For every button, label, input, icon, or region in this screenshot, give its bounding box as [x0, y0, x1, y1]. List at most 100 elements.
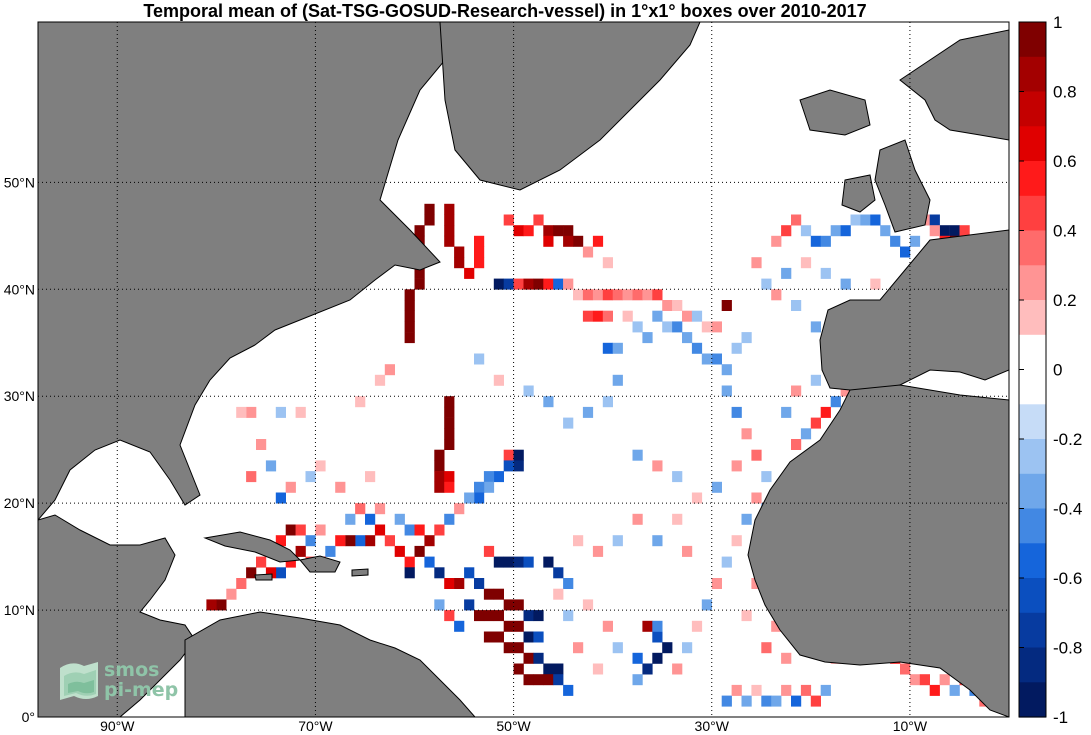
data-cell [265, 567, 277, 579]
data-cell [553, 278, 564, 290]
data-cell [493, 556, 504, 568]
data-cell [315, 460, 326, 472]
data-cell [781, 652, 792, 664]
data-cell [662, 321, 673, 333]
data-cell [226, 588, 237, 600]
land-jamaica [254, 573, 273, 581]
data-cell [434, 460, 445, 472]
data-cell [949, 225, 960, 237]
data-cell [444, 471, 455, 483]
colorbar-swatch [1019, 300, 1046, 336]
data-cell [721, 556, 732, 568]
colorbar-tick-label: -0.4 [1053, 500, 1082, 519]
data-cell [394, 513, 405, 525]
data-cell [919, 674, 930, 686]
data-cell [315, 524, 326, 536]
data-cell [444, 439, 455, 450]
data-cell [493, 588, 504, 600]
data-cell [781, 225, 792, 237]
data-cell [682, 545, 693, 557]
data-cell [771, 235, 782, 247]
data-cell [761, 278, 772, 290]
colorbar-swatch [1019, 56, 1046, 93]
data-cell [474, 610, 485, 622]
data-cell [454, 503, 465, 515]
data-cell [474, 235, 485, 247]
data-cell [454, 257, 465, 269]
data-cell [374, 374, 386, 386]
data-cell [265, 460, 277, 472]
data-cell [523, 225, 534, 237]
colorbar-swatch [1019, 91, 1046, 127]
data-cell [810, 417, 821, 429]
data-cell [355, 503, 366, 515]
data-cell [890, 235, 901, 247]
colorbar-tick-label: -0.8 [1053, 639, 1082, 658]
data-cell [582, 406, 594, 418]
data-cell [672, 663, 683, 675]
data-cell [840, 225, 851, 237]
colorbar-tick-label: -1 [1053, 708, 1068, 727]
data-cell [592, 289, 604, 301]
data-cell [602, 620, 613, 632]
data-cell [295, 545, 306, 557]
data-cell [751, 257, 762, 269]
data-cell [900, 663, 911, 675]
data-cell [285, 556, 296, 568]
data-cell [503, 599, 514, 611]
data-cell [414, 225, 425, 237]
data-cell [900, 246, 911, 258]
data-cell [444, 417, 455, 429]
data-cell [602, 310, 613, 322]
data-cell [682, 642, 693, 654]
data-cell [236, 578, 247, 589]
data-cell [582, 310, 594, 322]
data-cell [483, 631, 495, 643]
data-cell [553, 588, 564, 600]
data-cell [374, 524, 386, 536]
data-cell [345, 513, 356, 525]
data-cell [543, 225, 554, 237]
data-cell [335, 535, 346, 547]
colorbar-tick-label: 0.4 [1053, 222, 1077, 241]
data-cell [691, 620, 703, 632]
data-cell [830, 396, 841, 408]
data-cell [444, 513, 455, 525]
data-cell [781, 406, 792, 418]
land-iceland [799, 89, 871, 136]
data-cell [523, 674, 534, 686]
data-cell [622, 310, 633, 322]
data-cell [820, 406, 831, 418]
colorbar-swatch [1019, 230, 1046, 266]
data-cell [959, 225, 970, 237]
logo-text-pi-mep: pi-mep [104, 679, 179, 701]
data-cell [909, 235, 921, 247]
data-cell [642, 620, 653, 632]
data-cell [721, 695, 732, 707]
data-cell [761, 642, 772, 654]
data-cell [751, 492, 762, 504]
data-cell [810, 695, 821, 707]
lon-tick-label: 50°W [496, 718, 531, 734]
colorbar-swatch [1019, 369, 1046, 405]
data-cell [404, 310, 415, 322]
lat-tick-label: 40°N [4, 281, 35, 297]
logo-mark-icon [60, 662, 98, 700]
data-cell [800, 428, 812, 440]
data-cell [523, 631, 534, 643]
data-cell [523, 652, 534, 664]
data-cell [682, 310, 693, 322]
colorbar-labels: 1 0.8 0.6 0.4 0.2 0 -0.2 -0.4 -0.6 -0.8 -1 [1019, 13, 1082, 727]
data-cell [711, 353, 722, 365]
data-cell [840, 385, 851, 397]
logo-text-smos: smos [104, 659, 160, 681]
data-cell [602, 342, 613, 354]
data-cell [206, 599, 217, 611]
colorbar-swatch [1019, 578, 1046, 614]
data-cell [929, 225, 940, 237]
data-cell [444, 225, 455, 237]
data-cell [355, 535, 366, 547]
data-cell [434, 524, 445, 536]
data-cell [781, 267, 792, 279]
data-cell [929, 684, 940, 696]
